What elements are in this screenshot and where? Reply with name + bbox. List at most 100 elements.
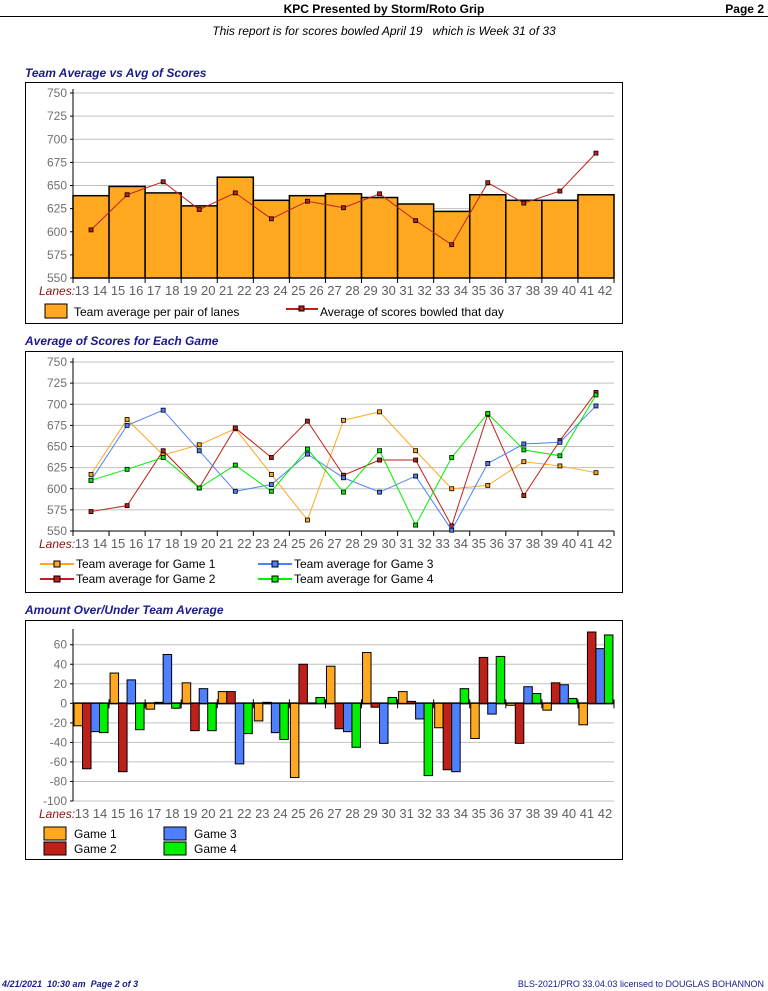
- bar-game-3: [487, 702, 497, 715]
- x-tick-label: 23 24: [255, 283, 288, 298]
- data-point: [593, 150, 599, 156]
- x-tick-label: 23 24: [255, 536, 288, 551]
- bar-game-2: [586, 631, 597, 704]
- bar-game-1: [542, 702, 552, 711]
- data-point: [268, 488, 274, 494]
- bar-game-2: [190, 702, 200, 732]
- y-tick-label: 725: [47, 109, 67, 123]
- report-subtitle: This report is for scores bowled April 1…: [212, 24, 556, 38]
- bar-game-3: [595, 648, 605, 704]
- bar: [468, 194, 507, 279]
- data-point: [521, 459, 527, 465]
- data-point: [268, 216, 274, 222]
- x-tick-label: 29 30: [363, 536, 396, 551]
- data-point: [413, 218, 419, 224]
- data-point: [305, 517, 310, 523]
- bar-game-3: [270, 702, 281, 734]
- y-tick-label: 650: [47, 179, 67, 193]
- y-tick-label: 600: [47, 225, 67, 239]
- x-tick-label: 37 38: [508, 536, 541, 551]
- x-tick-label: 35 36: [471, 806, 504, 821]
- bar-game-3: [90, 702, 100, 733]
- bar-game-3: [559, 684, 569, 704]
- y-tick-label: 625: [47, 202, 67, 216]
- legend-label: Game 4: [194, 842, 237, 856]
- data-point: [485, 180, 491, 186]
- data-point: [377, 409, 382, 415]
- bar-game-3: [198, 688, 209, 704]
- data-point: [232, 488, 238, 494]
- legend-swatch: [43, 841, 67, 856]
- x-tick-label: 25 26: [291, 283, 324, 298]
- bar-game-1: [325, 665, 336, 704]
- data-point: [160, 407, 166, 413]
- data-point: [305, 446, 310, 452]
- data-point: [449, 527, 455, 533]
- x-tick-label: 15 16: [111, 536, 144, 551]
- data-point: [88, 227, 94, 233]
- data-point: [124, 417, 130, 422]
- legend-label: Team average for Game 4: [294, 572, 434, 586]
- data-point: [449, 242, 455, 248]
- x-tick-label: 17 18: [147, 536, 180, 551]
- bar-game-4: [351, 702, 361, 748]
- x-tick-label: 39 40: [544, 536, 577, 551]
- x-tick-label: 35 36: [471, 536, 504, 551]
- x-tick-label: 29 30: [363, 283, 396, 298]
- data-point: [557, 453, 563, 459]
- y-tick-label: -100: [43, 794, 67, 808]
- bar-game-1: [398, 691, 408, 704]
- y-tick-label: 750: [47, 86, 67, 100]
- x-tick-label: 21 22: [219, 536, 252, 551]
- x-tick-label: 21 22: [219, 283, 252, 298]
- x-tick-label: 31 32: [399, 806, 432, 821]
- y-tick-label: 725: [47, 376, 67, 390]
- x-tick-label: 21 22: [219, 806, 252, 821]
- data-point: [521, 200, 527, 206]
- legend-label: Game 1: [74, 827, 117, 841]
- data-point: [377, 191, 382, 197]
- bar-game-4: [567, 697, 578, 704]
- bar-game-1: [578, 702, 588, 726]
- bar: [72, 194, 110, 279]
- bar-game-2: [226, 691, 236, 704]
- legend-label: Game 2: [74, 842, 117, 856]
- bar-game-1: [109, 672, 120, 704]
- data-point: [485, 411, 491, 416]
- y-tick-label: 600: [47, 482, 67, 496]
- x-tick-label: 41 42: [580, 536, 613, 551]
- y-tick-label: 575: [47, 248, 67, 262]
- bar: [541, 199, 579, 279]
- bar-game-3: [342, 702, 353, 733]
- bar-game-3: [415, 702, 425, 720]
- chart3-title: Amount Over/Under Team Average: [25, 603, 224, 617]
- x-tick-label: 25 26: [291, 806, 324, 821]
- chart2-box: 550 575 600 625 650 675 700 725 750 Lanes: 13 14 15…: [25, 351, 623, 593]
- x-tick-label: 13 14: [75, 536, 108, 551]
- data-point: [413, 448, 419, 454]
- data-point: [305, 198, 310, 204]
- data-point: [377, 457, 382, 463]
- x-tick-label: 27 28: [327, 536, 360, 551]
- y-tick-label: 60: [54, 638, 68, 652]
- x-axis-label: Lanes:: [39, 807, 75, 821]
- x-tick-label: 19 20: [183, 806, 216, 821]
- data-point: [593, 392, 599, 398]
- bar-game-2: [154, 701, 164, 704]
- data-point: [196, 207, 202, 212]
- legend-label: Game 3: [194, 827, 237, 841]
- bar-game-4: [315, 696, 325, 704]
- legend-marker: [271, 575, 279, 583]
- data-point: [232, 425, 238, 431]
- series-line-game-1: [90, 411, 597, 522]
- report-header: KPC Presented by Storm/Roto Grip Page 2: [0, 2, 768, 17]
- bar-game-3: [379, 702, 389, 744]
- x-tick-label: 15 16: [111, 283, 144, 298]
- y-tick-label: 625: [47, 461, 67, 475]
- y-tick-label: -40: [50, 735, 68, 749]
- report-title: KPC Presented by Storm/Roto Grip: [283, 2, 485, 16]
- bar: [505, 199, 543, 279]
- legend-swatch: [163, 841, 187, 856]
- data-point: [413, 522, 419, 528]
